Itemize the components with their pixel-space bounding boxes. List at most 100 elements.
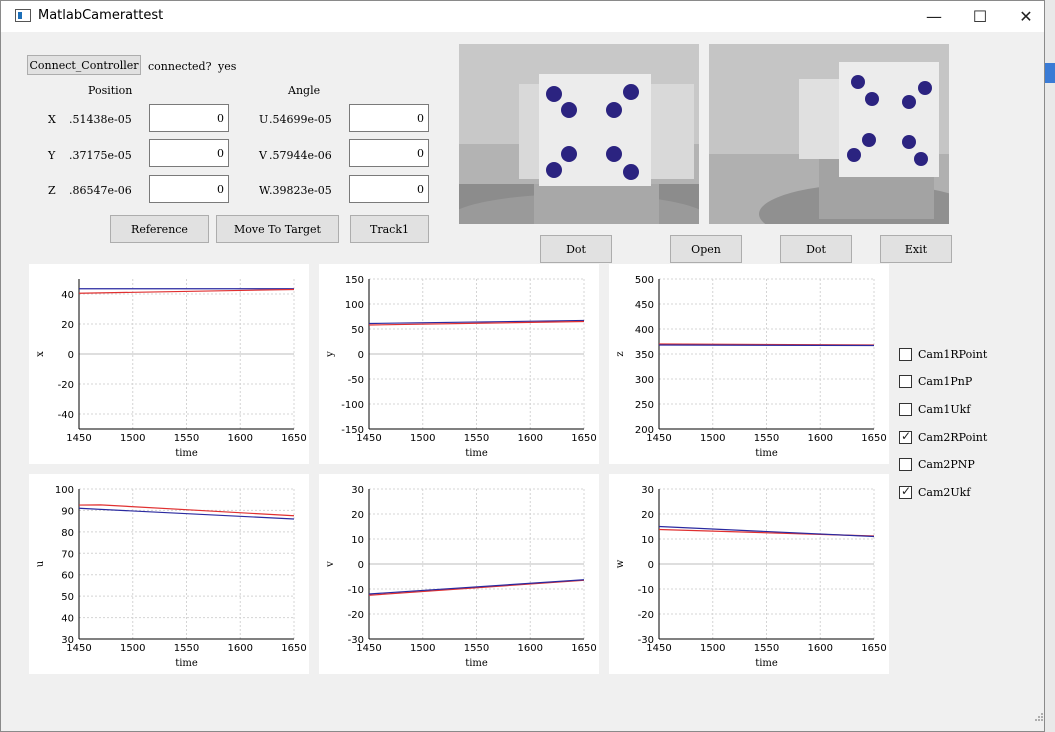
close-button[interactable]: ✕ (1019, 7, 1033, 26)
checkbox-cam2pnp[interactable]: Cam2PNP (899, 458, 975, 471)
y-tick-label: 150 (345, 275, 364, 286)
reference-button[interactable]: Reference (110, 215, 209, 243)
plot-x: 1450 1500 1550 1600 1650 40 20 0 -20 -40 time x (29, 264, 309, 464)
checkbox-label: Cam2RPoint (918, 431, 988, 444)
x-tick-label: 1550 (754, 433, 779, 444)
camera2-view (709, 44, 949, 224)
z-label: Z (48, 184, 56, 197)
x-tick-label: 1450 (646, 433, 671, 444)
y-tick-label: -20 (638, 610, 654, 621)
checkbox-cam2ukf[interactable]: Cam2Ukf (899, 484, 971, 499)
cam2-dot-button[interactable]: Dot (780, 235, 852, 263)
y-tick-label: 50 (61, 592, 74, 603)
v-label: V (259, 149, 267, 162)
x-input[interactable]: 0 (149, 104, 229, 132)
open-button[interactable]: Open (670, 235, 742, 263)
window-title: MatlabCamerattest (38, 8, 164, 23)
y-tick-label: 0 (358, 350, 364, 361)
y-tick-label: 0 (358, 560, 364, 571)
minimize-button[interactable]: — (926, 7, 942, 26)
checkbox-box[interactable] (899, 429, 912, 444)
checkbox-box[interactable] (899, 348, 912, 361)
v-input[interactable]: 0 (349, 139, 429, 167)
checkbox-box[interactable] (899, 375, 912, 388)
connect-controller-button[interactable]: Connect_Controller (27, 55, 141, 75)
exit-button[interactable]: Exit (880, 235, 952, 263)
checkbox-cam1rpoint[interactable]: Cam1RPoint (899, 348, 987, 361)
checkbox-box[interactable] (899, 403, 912, 416)
w-input[interactable]: 0 (349, 175, 429, 203)
client-area: Connect_Controller connected? yes Positi… (9, 32, 1044, 724)
y-tick-label: -20 (58, 380, 74, 391)
z-input[interactable]: 0 (149, 175, 229, 203)
desktop-background (1045, 0, 1055, 732)
y-axis-label: y (325, 351, 336, 358)
v-value: .57944e-06 (269, 149, 332, 162)
checkbox-label: Cam2Ukf (918, 486, 971, 499)
y-tick-label: -20 (348, 610, 364, 621)
u-input[interactable]: 0 (349, 104, 429, 132)
y-tick-label: -10 (348, 585, 364, 596)
track1-button[interactable]: Track1 (350, 215, 429, 243)
x-tick-label: 1500 (410, 643, 435, 654)
series-line (78, 507, 295, 520)
title-bar: MatlabCamerattest — ☐ ✕ (1, 1, 1044, 32)
y-tick-label: 50 (351, 325, 364, 336)
series-line (368, 319, 585, 325)
y-axis-label: u (35, 560, 46, 567)
x-tick-label: 1600 (808, 433, 833, 444)
camera1-view (459, 44, 699, 224)
x-value: .51438e-05 (69, 113, 132, 126)
y-tick-label: 200 (635, 425, 654, 436)
checkbox-label: Cam1PnP (918, 375, 973, 388)
y-tick-label: 60 (61, 571, 74, 582)
series-line (78, 504, 295, 517)
series-line (368, 579, 585, 595)
z-value: .86547e-06 (69, 184, 132, 197)
x-tick-label: 1500 (120, 643, 145, 654)
maximize-button[interactable]: ☐ (972, 7, 988, 26)
y-axis-label: z (615, 351, 626, 356)
checkbox-cam2rpoint[interactable]: Cam2RPoint (899, 429, 988, 444)
x-tick-label: 1650 (571, 433, 596, 444)
x-label: X (48, 113, 56, 126)
plot-w: 1450 1500 1550 1600 1650 30 20 10 0 -10 -20 -30 time… (609, 474, 889, 674)
y-tick-label: 0 (68, 350, 74, 361)
x-tick-label: 1600 (518, 433, 543, 444)
y-tick-label: 40 (61, 614, 74, 625)
y-tick-label: 20 (641, 510, 654, 521)
y-tick-label: 400 (635, 325, 654, 336)
plot-z: 1450 1500 1550 1600 1650 500 450 400 350 300 250 20… (609, 264, 889, 464)
y-tick-label: 40 (61, 290, 74, 301)
y-tick-label: 30 (351, 485, 364, 496)
series-line (658, 344, 875, 347)
u-label: U (259, 113, 269, 126)
x-tick-label: 1450 (66, 433, 91, 444)
plot-u: 1450 1500 1550 1600 1650 100 90 80 70 60 50 40 30 tim… (29, 474, 309, 674)
resize-grip-icon[interactable] (1034, 712, 1044, 722)
y-tick-label: -30 (638, 635, 654, 646)
app-icon (15, 9, 31, 22)
x-tick-label: 1450 (646, 643, 671, 654)
desktop-window-edge (1045, 63, 1055, 83)
x-tick-label: 1600 (228, 433, 253, 444)
move-to-target-button[interactable]: Move To Target (216, 215, 339, 243)
x-tick-label: 1500 (700, 643, 725, 654)
y-tick-label: -150 (341, 425, 364, 436)
angle-header: Angle (288, 84, 321, 97)
y-input[interactable]: 0 (149, 139, 229, 167)
checkbox-cam1pnp[interactable]: Cam1PnP (899, 375, 972, 388)
checkbox-cam1ukf[interactable]: Cam1Ukf (899, 403, 970, 416)
cam1-dot-button[interactable]: Dot (540, 235, 612, 263)
x-tick-label: 1650 (571, 643, 596, 654)
x-tick-label: 1600 (228, 643, 253, 654)
u-value: .54699e-05 (269, 113, 332, 126)
series-line (78, 288, 295, 294)
checkbox-box[interactable] (899, 458, 912, 471)
x-axis-label: time (755, 448, 778, 459)
x-tick-label: 1550 (754, 643, 779, 654)
y-tick-label: -40 (58, 410, 74, 421)
y-tick-label: -10 (638, 585, 654, 596)
checkbox-box[interactable] (899, 484, 912, 499)
